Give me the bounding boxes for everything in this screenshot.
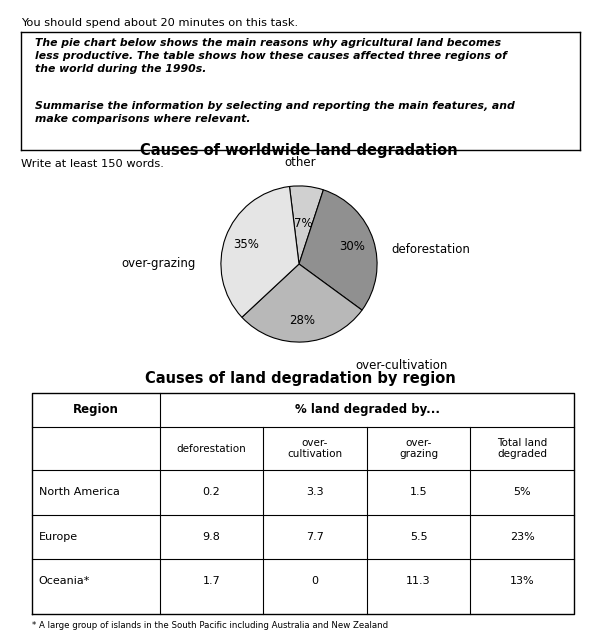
Text: Total land
degraded: Total land degraded	[498, 438, 548, 460]
Text: You should spend about 20 minutes on this task.: You should spend about 20 minutes on thi…	[21, 18, 298, 28]
Text: over-
cultivation: over- cultivation	[288, 438, 343, 460]
Text: Summarise the information by selecting and reporting the main features, and
make: Summarise the information by selecting a…	[35, 100, 515, 124]
Text: The pie chart below shows the main reasons why agricultural land becomes
less pr: The pie chart below shows the main reaso…	[35, 38, 507, 74]
Text: 11.3: 11.3	[406, 576, 431, 586]
Text: deforestation: deforestation	[391, 243, 470, 257]
Text: over-cultivation: over-cultivation	[355, 359, 447, 372]
Text: 3.3: 3.3	[306, 488, 324, 497]
Text: 5%: 5%	[514, 488, 531, 497]
Text: 0: 0	[312, 576, 319, 586]
Text: 7%: 7%	[294, 217, 312, 230]
Text: 1.7: 1.7	[203, 576, 220, 586]
Text: Causes of land degradation by region: Causes of land degradation by region	[145, 371, 456, 387]
Text: * A large group of islands in the South Pacific including Australia and New Zeal: * A large group of islands in the South …	[32, 621, 388, 630]
Text: over-
grazing: over- grazing	[399, 438, 438, 460]
Text: over-grazing: over-grazing	[121, 257, 196, 271]
Text: Oceania*: Oceania*	[39, 576, 90, 586]
Text: 28%: 28%	[289, 314, 315, 326]
Text: Write at least 150 words.: Write at least 150 words.	[21, 159, 164, 169]
Wedge shape	[299, 190, 377, 310]
Wedge shape	[289, 186, 324, 264]
Text: 1.5: 1.5	[410, 488, 428, 497]
Wedge shape	[221, 186, 299, 317]
Text: 5.5: 5.5	[410, 532, 428, 542]
Text: 30%: 30%	[340, 240, 365, 253]
Text: 23%: 23%	[510, 532, 535, 542]
Text: other: other	[285, 156, 316, 169]
Text: Europe: Europe	[39, 532, 78, 542]
Text: Region: Region	[73, 403, 119, 417]
Text: 9.8: 9.8	[203, 532, 220, 542]
Text: 7.7: 7.7	[306, 532, 324, 542]
Text: 35%: 35%	[233, 238, 259, 252]
Title: Causes of worldwide land degradation: Causes of worldwide land degradation	[140, 143, 458, 158]
Text: North America: North America	[39, 488, 120, 497]
Text: deforestation: deforestation	[176, 444, 246, 454]
Text: % land degraded by...: % land degraded by...	[295, 403, 440, 417]
Text: 13%: 13%	[510, 576, 535, 586]
Wedge shape	[242, 264, 362, 342]
Text: 0.2: 0.2	[203, 488, 220, 497]
